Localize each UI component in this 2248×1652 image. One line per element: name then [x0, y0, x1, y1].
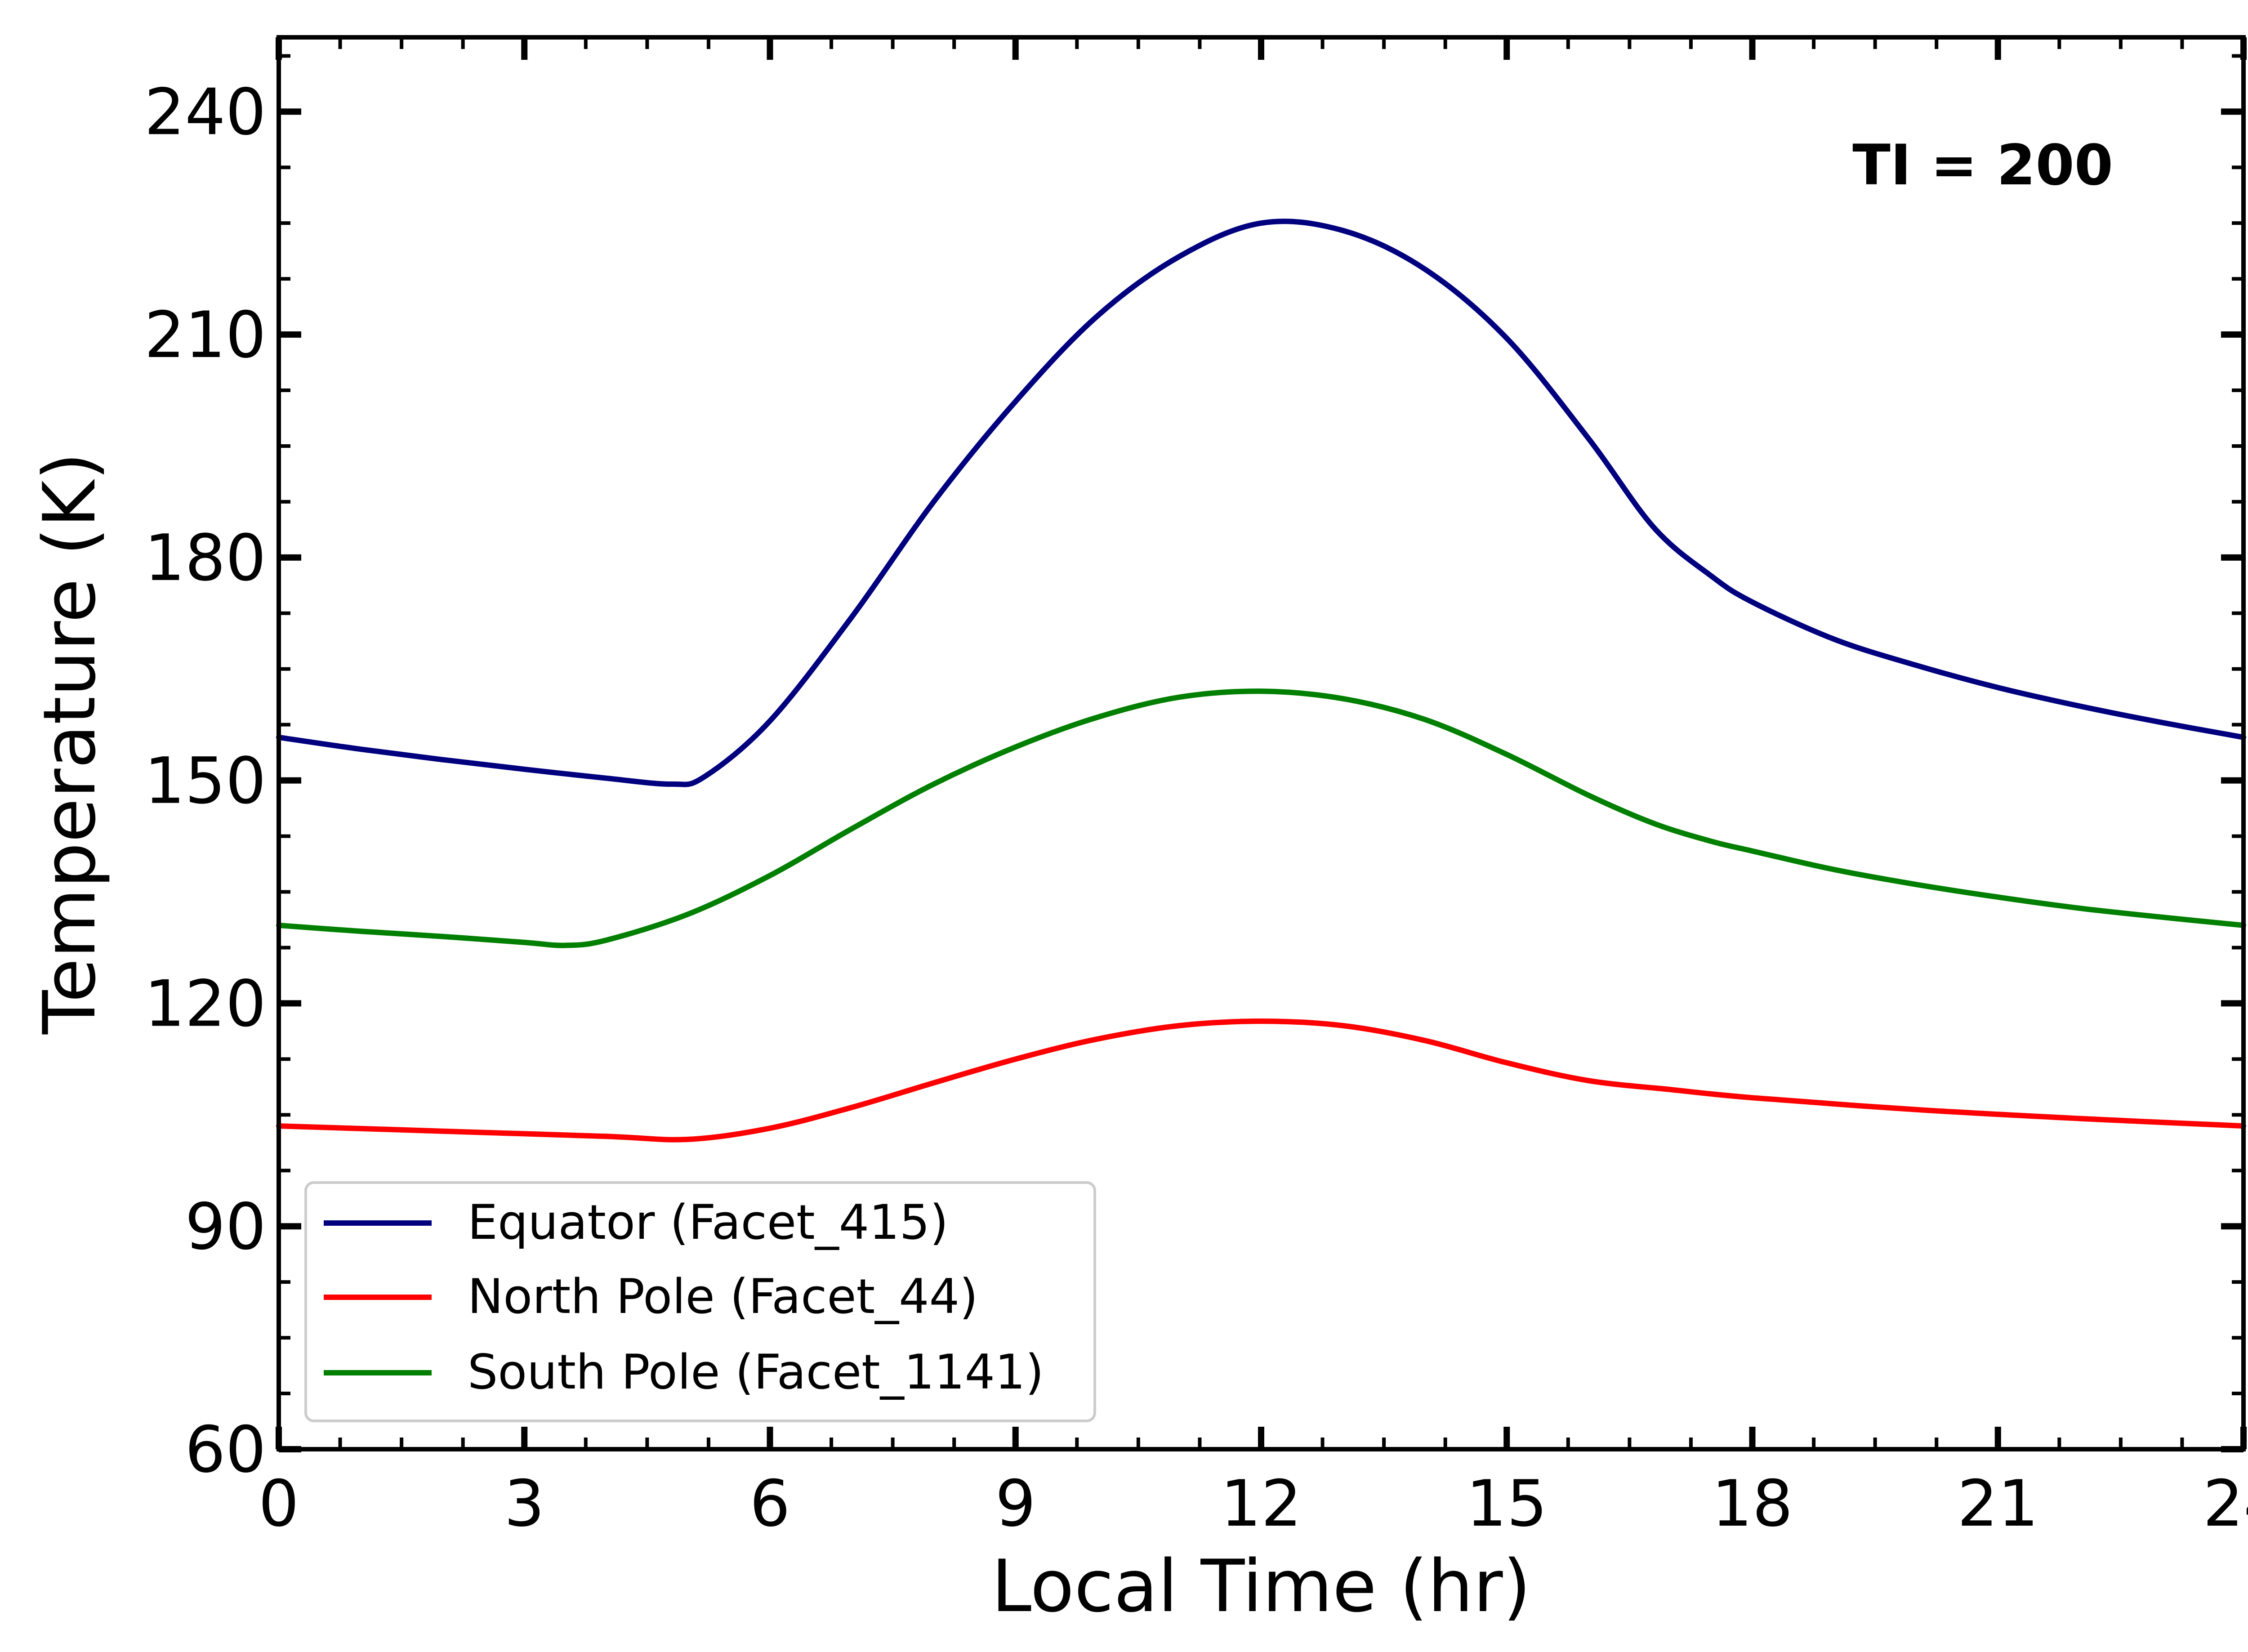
y-tick-label: 90: [185, 1190, 266, 1264]
series-line-north-pole: [276, 1018, 2246, 1143]
x-tick-label: 0: [259, 1467, 299, 1541]
x-tick-labels: 0 3 6 9 12 15 18 21 24: [259, 1467, 2248, 1541]
y-tick-label: 120: [144, 967, 266, 1041]
series-lines: [276, 219, 2246, 1143]
y-tick-label: 210: [144, 298, 266, 372]
y-axis-label: Temperature (K): [27, 452, 112, 1035]
x-tick-label: 6: [749, 1467, 790, 1541]
legend-label-equator: Equator (Facet_415): [468, 1195, 948, 1250]
x-tick-label: 24: [2203, 1467, 2248, 1541]
legend: Equator (Facet_415) North Pole (Facet_44…: [304, 1181, 1096, 1422]
x-tick-label: 3: [504, 1467, 544, 1541]
x-tick-label: 9: [995, 1467, 1036, 1541]
x-tick-label: 21: [1957, 1467, 2038, 1541]
plot-frame: [277, 35, 2246, 1451]
series-line-equator: [276, 219, 2246, 787]
legend-label-south-pole: South Pole (Facet_1141): [468, 1344, 1044, 1400]
x-tick-label: 15: [1466, 1467, 1548, 1541]
x-tick-label: 12: [1221, 1467, 1302, 1541]
y-tick-label: 150: [144, 744, 266, 818]
legend-box: [304, 1181, 1096, 1422]
y-tick-label: 60: [185, 1413, 266, 1487]
y-tick-label: 180: [144, 521, 266, 595]
series-line-south-pole: [276, 688, 2246, 948]
x-axis-label: Local Time (hr): [991, 1544, 1531, 1628]
legend-label-north-pole: North Pole (Facet_44): [468, 1269, 978, 1324]
x-tick-label: 18: [1712, 1467, 1793, 1541]
ti-annotation: TI = 200: [1852, 133, 2113, 198]
y-tick-label: 240: [144, 75, 266, 149]
y-tick-labels: 60 90 120 150 180 210 240: [144, 75, 266, 1487]
